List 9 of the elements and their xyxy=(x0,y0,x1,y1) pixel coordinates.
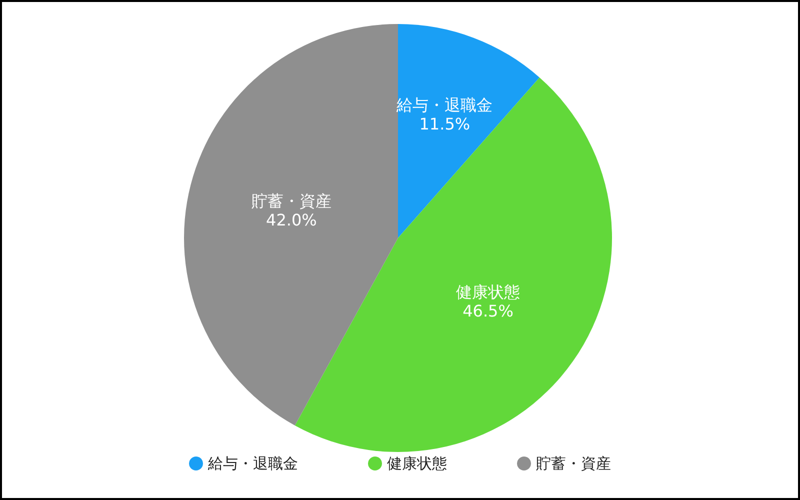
data-label: 11.5% xyxy=(419,114,470,134)
data-label: 46.5% xyxy=(462,301,514,320)
legend-label: 貯蓄・資産 xyxy=(536,454,611,472)
slice-label: 健康状態 xyxy=(456,282,520,302)
data-label: 42.0% xyxy=(266,210,317,230)
legend-label: 給与・退職金 xyxy=(207,454,298,472)
legend-label: 健康状態 xyxy=(387,454,447,472)
slice-label: 給与・退職金 xyxy=(396,96,493,115)
slice-label: 貯蓄・資産 xyxy=(251,192,332,211)
